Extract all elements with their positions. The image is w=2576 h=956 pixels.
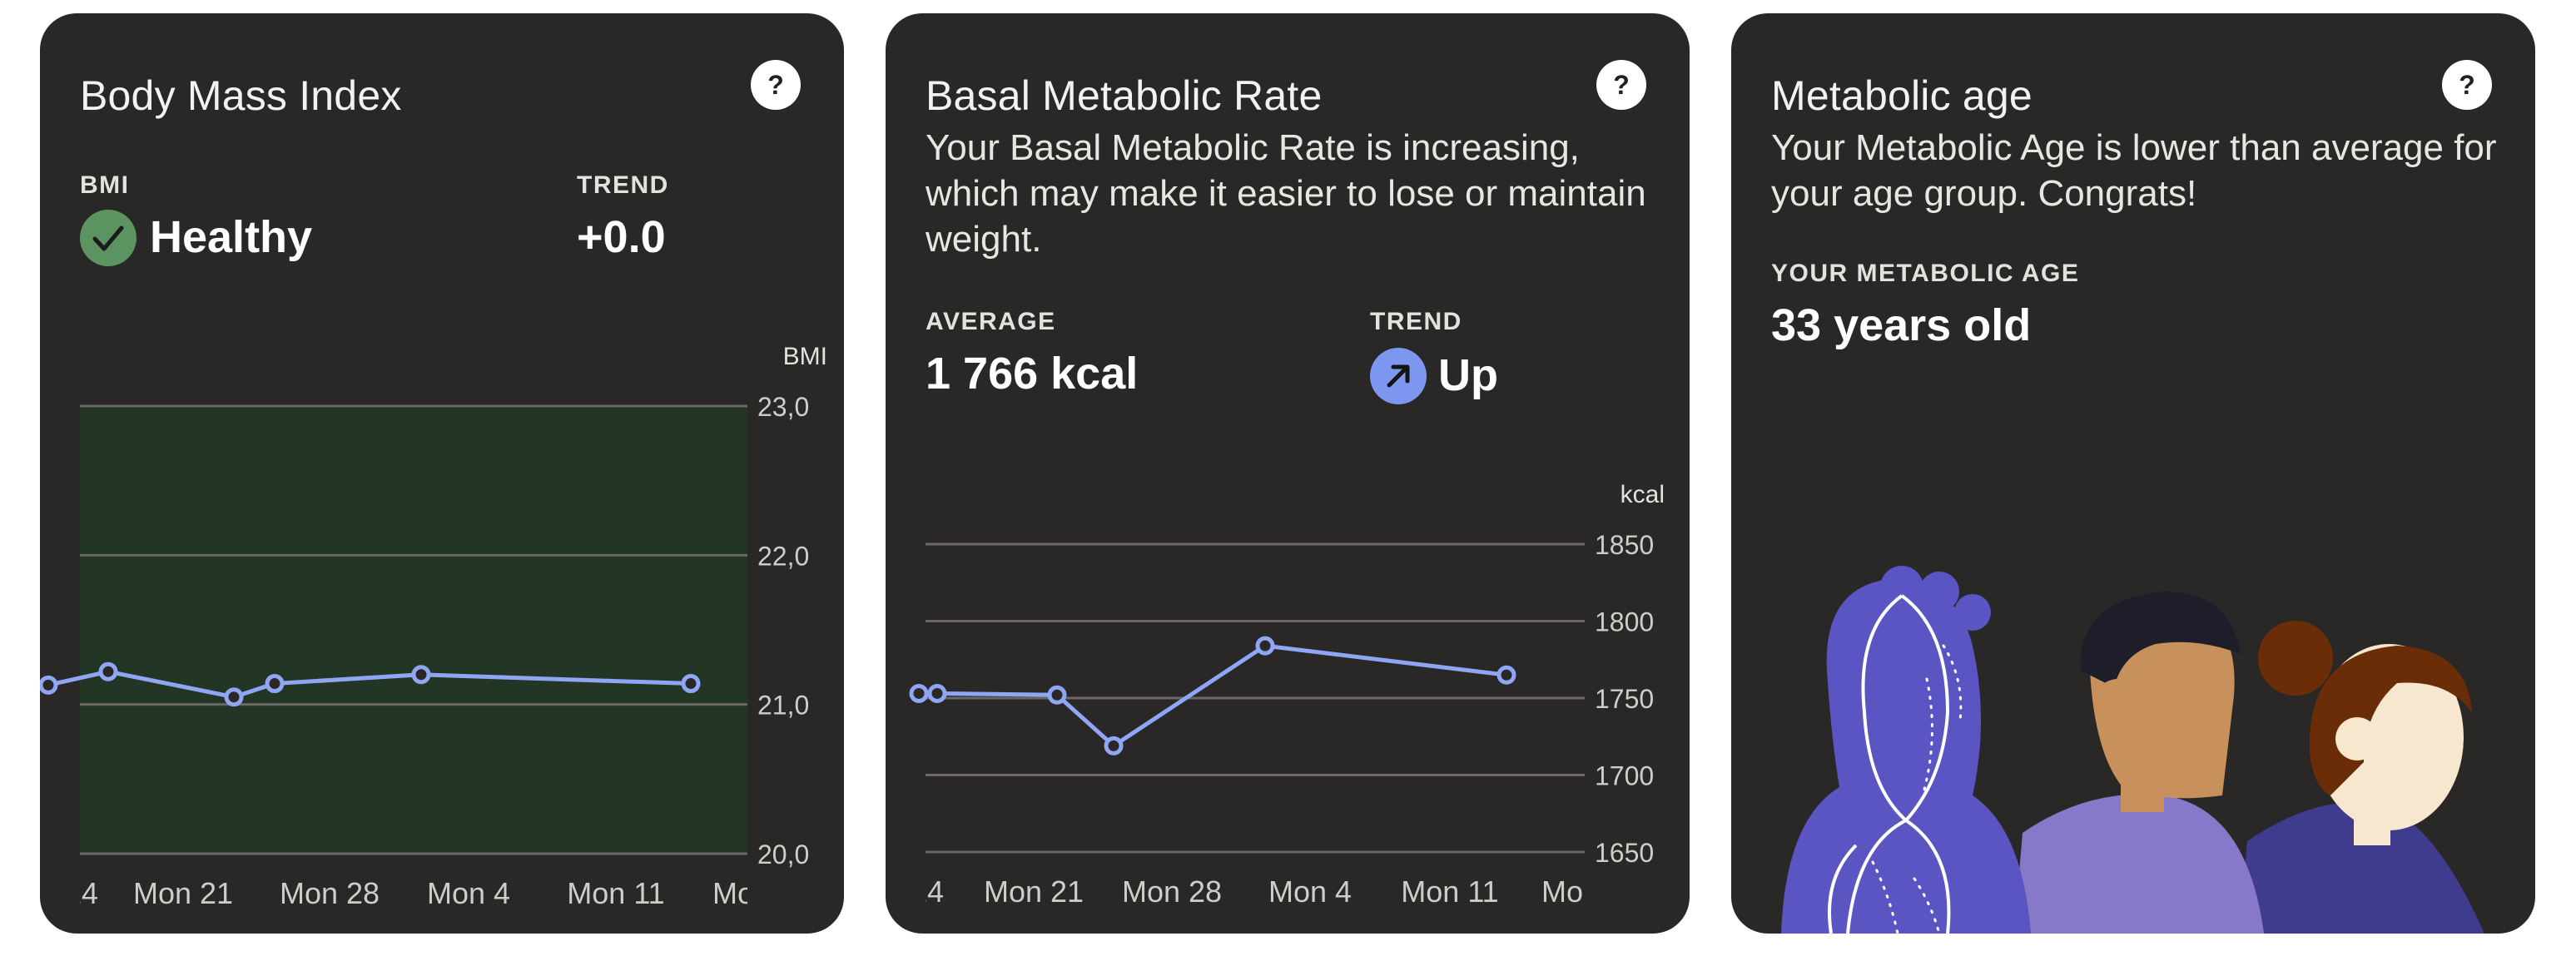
bmr-data-point[interactable] (1496, 665, 1516, 685)
bmi-x-tick-label: Mon 14 (40, 876, 98, 910)
bmr-data-point[interactable] (1104, 736, 1124, 755)
bmr-chart: 1850 1800 1750 1700 1650 kcal Mon 14 Mon 21 Mon … (886, 481, 1665, 909)
bmr-series-line (919, 643, 1507, 748)
bmr-x-tick-label: Mon 21 (984, 874, 1084, 909)
bmi-label: BMI (80, 171, 130, 199)
bmr-data-point[interactable] (1255, 636, 1275, 656)
bmi-chart: 23,0 22,0 21,0 20,0 BMI Mon 14 Mon 21 Mon 28 Mon… (40, 343, 827, 910)
metabolic-age-help-button[interactable]: ? (2442, 60, 2492, 110)
bmr-description: Your Basal Metabolic Rate is increasing,… (926, 127, 1646, 260)
person-short-hair (2014, 592, 2264, 934)
bmi-x-tick-label: Mon 18 (712, 876, 812, 910)
bmr-title: Basal Metabolic Rate (926, 72, 1323, 119)
bmr-trend-value: Up (1438, 350, 1498, 400)
check-icon (80, 210, 136, 266)
bmi-y-tick-label: 21,0 (757, 691, 809, 721)
person-anatomy (1781, 566, 2031, 934)
bmi-data-point[interactable] (681, 674, 701, 694)
bmi-trend-value: +0.0 (577, 212, 666, 262)
bmi-data-point[interactable] (411, 665, 431, 685)
arrow-up-right-icon (1370, 348, 1427, 404)
bmi-trend-label: TREND (577, 171, 669, 199)
bmi-y-tick-label: 22,0 (757, 541, 809, 571)
bmr-average-label: AVERAGE (926, 308, 1056, 335)
metabolic-age-label: YOUR METABOLIC AGE (1771, 260, 2080, 287)
bmr-x-tick-label: Mon 4 (1268, 874, 1352, 909)
bmr-unit-label: kcal (1621, 481, 1665, 508)
bmr-y-tick-label: 1850 (1595, 530, 1654, 560)
bmr-y-tick-label: 1700 (1595, 761, 1654, 791)
bmi-status: Healthy (150, 212, 313, 262)
bmr-x-tick-label: Mon 14 (886, 874, 944, 909)
bmr-x-tick-label: Mon 28 (1122, 874, 1222, 909)
bmr-y-tick-label: 1650 (1595, 838, 1654, 868)
bmr-y-tick-label: 1800 (1595, 607, 1654, 637)
bmr-x-tick-label: Mon 18 (1541, 874, 1641, 909)
bmr-data-point[interactable] (927, 683, 947, 703)
bmi-x-tick-label: Mon 28 (280, 876, 380, 910)
bmr-trend-label: TREND (1370, 308, 1462, 335)
bmi-x-tick-label: Mon 4 (427, 876, 510, 910)
metabolic-age-description: Your Metabolic Age is lower than average… (1771, 127, 2497, 214)
bmr-data-point[interactable] (909, 683, 929, 703)
bmr-average-value: 1 766 kcal (926, 349, 1139, 399)
people-illustration (1781, 566, 2484, 934)
metabolic-age-value: 33 years old (1771, 300, 2032, 350)
bmr-x-tick-label: Mon 11 (1401, 874, 1498, 909)
bmi-y-tick-label: 23,0 (757, 392, 809, 422)
person-bun-hair (2239, 621, 2484, 934)
metabolic-age-title: Metabolic age (1771, 72, 2033, 119)
bmi-x-tick-label: Mon 21 (133, 876, 233, 910)
bmi-data-point[interactable] (40, 675, 58, 695)
bmr-data-point[interactable] (1047, 685, 1067, 705)
bmi-y-tick-label: 20,0 (757, 840, 809, 869)
bmi-series-line (47, 669, 692, 700)
bmi-title: Body Mass Index (80, 72, 402, 119)
bmi-healthy-zone (80, 406, 747, 854)
bmr-card: Basal Metabolic Rate ? Your Basal Metabo… (886, 13, 1690, 934)
metabolic-age-card: Metabolic age ? Your Metabolic Age is lo… (1731, 13, 2535, 934)
bmr-y-tick-label: 1750 (1595, 684, 1654, 714)
bmi-x-tick-label: Mon 11 (567, 876, 664, 910)
bmi-data-point[interactable] (265, 674, 285, 694)
bmi-unit-label: BMI (783, 343, 827, 370)
bmi-help-button[interactable]: ? (751, 60, 801, 110)
bmi-data-point[interactable] (224, 687, 244, 707)
bmr-help-button[interactable]: ? (1596, 60, 1646, 110)
bmi-card: Body Mass Index ? BMI Healthy TREND +0.0… (40, 13, 844, 934)
bmi-data-point[interactable] (98, 661, 118, 681)
